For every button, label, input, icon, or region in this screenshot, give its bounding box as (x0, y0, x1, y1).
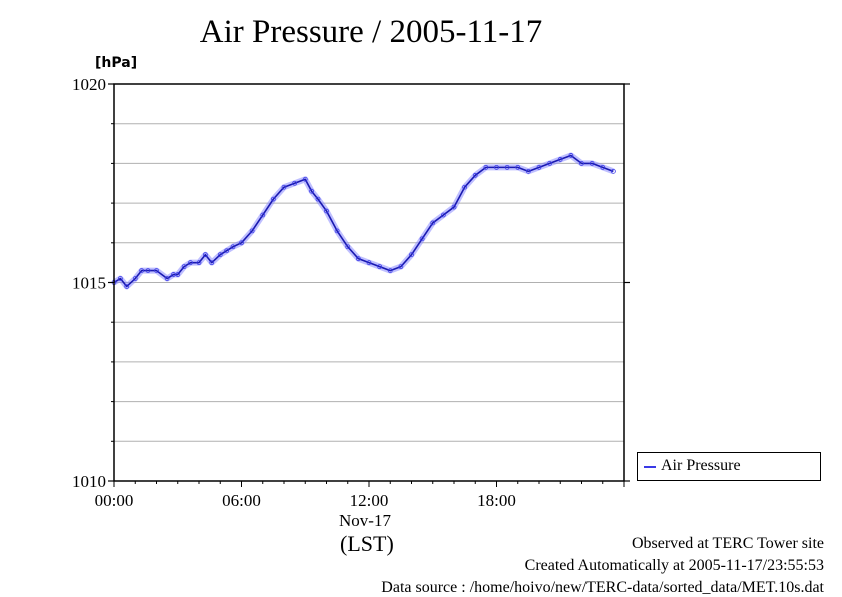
data-point (270, 196, 276, 202)
data-source-note: Data source : /home/hoivo/new/TERC-data/… (381, 579, 824, 596)
data-point (260, 212, 266, 218)
chart-title: Air Pressure / 2005-11-17 (199, 14, 543, 50)
data-point (334, 228, 340, 234)
data-point (504, 164, 510, 170)
data-point (409, 252, 414, 258)
data-point (600, 164, 606, 170)
data-point (164, 276, 170, 281)
series-line (113, 154, 614, 288)
data-point (568, 153, 574, 158)
data-point (324, 208, 329, 214)
data-point (579, 160, 584, 166)
data-point (589, 160, 595, 166)
data-point (145, 268, 151, 273)
data-point (224, 248, 230, 254)
y-tick-label: 1020 (72, 75, 106, 94)
data-point (355, 256, 361, 262)
data-point (249, 228, 255, 234)
x-axis-date-label: Nov-17 (339, 511, 391, 530)
data-point (315, 196, 321, 202)
data-point (154, 268, 159, 273)
x-tick-label: 12:00 (350, 491, 389, 510)
data-point (525, 168, 531, 174)
data-point (462, 184, 468, 190)
data-point (188, 260, 193, 266)
legend-swatch (644, 466, 656, 468)
data-point (139, 268, 145, 273)
data-point (209, 260, 215, 266)
data-point (175, 272, 181, 277)
y-tick-label: 1010 (72, 472, 106, 491)
data-point (196, 260, 202, 266)
data-point (494, 164, 499, 170)
x-axis-timezone-label: (LST) (340, 531, 394, 556)
data-point (302, 176, 308, 182)
data-point (451, 204, 457, 210)
data-point (124, 284, 130, 289)
data-point (292, 180, 298, 186)
data-point (610, 168, 616, 174)
data-point (419, 236, 425, 242)
x-tick-label: 18:00 (477, 491, 516, 510)
data-point (557, 157, 563, 162)
grid-lines (114, 123, 624, 442)
data-point (217, 252, 223, 258)
y-tick-label: 1015 (72, 274, 106, 293)
data-point (309, 188, 315, 194)
data-point (202, 252, 208, 258)
series-layer (111, 152, 616, 290)
data-point (440, 212, 446, 218)
data-point (230, 244, 236, 250)
data-point (483, 164, 489, 170)
data-point (117, 276, 123, 281)
data-point (387, 268, 393, 273)
tick-layer: 1010 1015 1020 00:00 06:00 12:00 18:00 (72, 75, 630, 510)
y-axis-unit-label: [hPa] (95, 55, 138, 71)
created-note: Created Automatically at 2005-11-17/23:5… (524, 557, 824, 574)
data-point (239, 240, 244, 246)
data-point (132, 276, 138, 281)
data-point (377, 264, 383, 270)
data-point (547, 160, 553, 166)
series-band (112, 152, 615, 290)
data-point (536, 164, 542, 170)
x-tick-label: 06:00 (222, 491, 261, 510)
legend: Air Pressure (637, 452, 821, 481)
data-point (430, 220, 436, 226)
legend-label: Air Pressure (661, 457, 741, 474)
data-point (181, 264, 187, 270)
observed-note: Observed at TERC Tower site (631, 535, 824, 552)
data-point (281, 184, 287, 190)
data-point (515, 164, 521, 170)
data-point (366, 260, 372, 266)
data-point (472, 172, 478, 178)
data-point (345, 244, 351, 250)
x-tick-label: 00:00 (95, 491, 134, 510)
data-point (398, 264, 404, 270)
